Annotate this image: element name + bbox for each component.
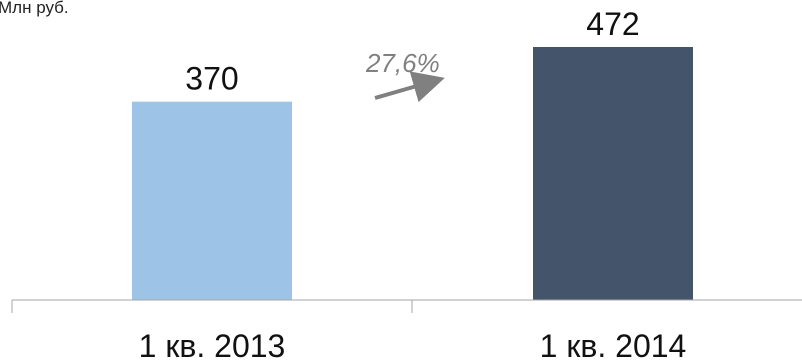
bar-2 — [533, 47, 693, 300]
bars-group — [132, 47, 693, 300]
bar-1 — [132, 101, 292, 300]
labels-group: 370 1 кв. 2013 472 1 кв. 2014 — [139, 6, 687, 364]
value-label-1: 370 — [185, 61, 238, 97]
growth-label: 27,6% — [365, 48, 440, 78]
value-label-2: 472 — [586, 6, 639, 42]
category-label-1: 1 кв. 2013 — [139, 328, 286, 364]
unit-label: Млн руб. — [0, 0, 69, 17]
category-label-2: 1 кв. 2014 — [540, 328, 687, 364]
growth-annotation: 27,6% — [365, 48, 445, 103]
growth-arrow — [374, 71, 445, 103]
